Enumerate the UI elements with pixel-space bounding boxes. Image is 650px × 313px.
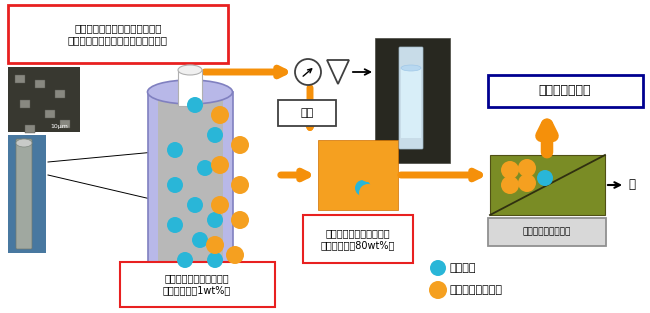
Ellipse shape [16,139,32,147]
Circle shape [430,260,446,276]
Ellipse shape [401,65,421,71]
Circle shape [211,196,229,214]
FancyBboxPatch shape [16,139,32,249]
Text: ：ブタノール分子: ：ブタノール分子 [450,285,503,295]
Bar [25,125,35,133]
Text: 水: 水 [628,178,635,192]
Circle shape [167,142,183,158]
Circle shape [187,197,203,213]
Circle shape [359,184,377,202]
Text: ：水分子: ：水分子 [450,263,476,273]
Circle shape [429,281,447,299]
Circle shape [336,164,354,182]
Text: 10μm: 10μm [50,124,68,129]
Circle shape [211,156,229,174]
Circle shape [518,159,536,177]
Circle shape [187,97,203,113]
Circle shape [231,211,249,229]
Polygon shape [327,60,349,84]
Bar [55,90,65,98]
Circle shape [206,236,224,254]
Circle shape [295,59,321,85]
Circle shape [207,212,223,228]
Circle shape [207,252,223,268]
Bar [401,68,421,138]
Text: シリコンゴムコーティングした
シリカライト膜による浸透気化分離: シリコンゴムコーティングした シリカライト膜による浸透気化分離 [68,23,168,45]
Circle shape [501,161,519,179]
Bar [35,80,45,88]
Circle shape [518,174,536,192]
Circle shape [537,170,553,186]
Bar [490,155,605,215]
Bar [375,38,450,163]
Bar [20,100,30,108]
Ellipse shape [148,260,233,284]
FancyBboxPatch shape [488,218,606,246]
Circle shape [177,252,193,268]
Circle shape [226,246,244,264]
Bar [178,70,202,106]
Ellipse shape [148,80,233,104]
Bar [318,140,398,210]
Bar [148,92,233,272]
Text: 脱水：浸透気化分離: 脱水：浸透気化分離 [523,228,571,237]
FancyBboxPatch shape [488,75,643,107]
Circle shape [167,177,183,193]
Bar [15,75,25,83]
FancyBboxPatch shape [120,262,275,307]
Circle shape [167,217,183,233]
Ellipse shape [178,65,202,75]
FancyBboxPatch shape [303,215,413,263]
Bar [8,67,80,132]
Bar [158,92,223,272]
Circle shape [231,136,249,154]
Circle shape [501,176,519,194]
FancyBboxPatch shape [8,5,228,63]
FancyBboxPatch shape [399,47,423,149]
Circle shape [211,106,229,124]
Text: 無水ブタノール: 無水ブタノール [539,85,592,98]
Circle shape [192,232,208,248]
Text: 均一な高濃度ブタノール
水溶液（例：80wt%）: 均一な高濃度ブタノール 水溶液（例：80wt%） [321,228,395,250]
Circle shape [197,160,213,176]
Circle shape [336,184,354,202]
Bar [45,110,55,118]
Text: 均一な低濃度ブタノール
水溶液（例：1wt%）: 均一な低濃度ブタノール 水溶液（例：1wt%） [163,273,231,295]
Circle shape [355,180,371,196]
Circle shape [207,127,223,143]
FancyBboxPatch shape [278,100,336,126]
Bar [60,120,70,128]
Text: 凝縮: 凝縮 [300,108,313,118]
Bar [8,135,46,253]
Circle shape [231,176,249,194]
Ellipse shape [157,82,222,102]
Circle shape [359,164,377,182]
